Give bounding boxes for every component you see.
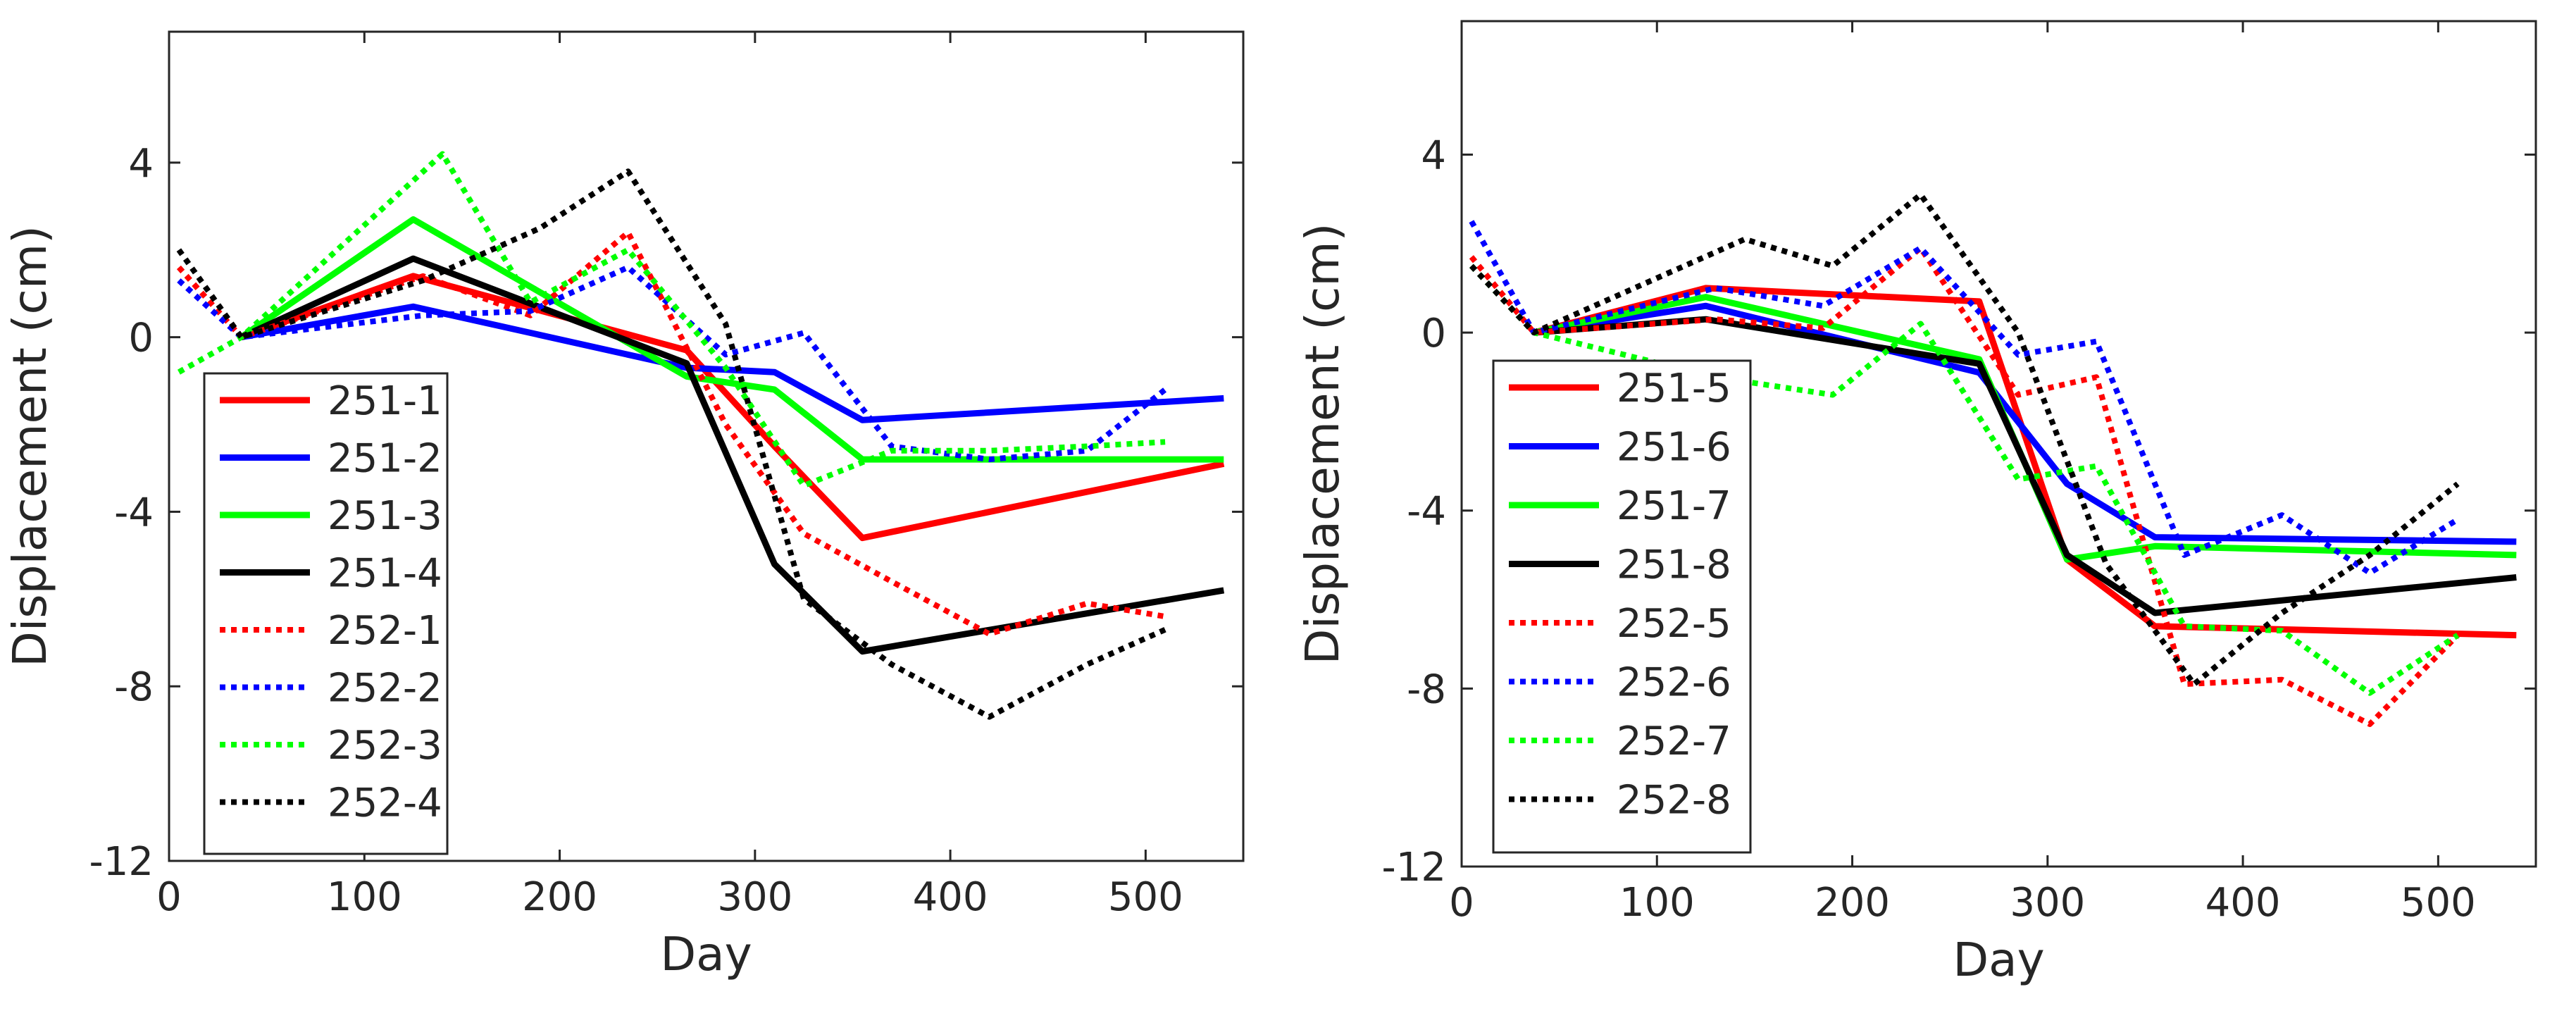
x-tick-label: 400 <box>913 874 988 920</box>
legend-label: 251-1 <box>328 378 442 424</box>
x-tick-label: 300 <box>2010 880 2085 926</box>
x-tick-label: 500 <box>2401 880 2476 926</box>
y-tick-label: 4 <box>128 141 154 187</box>
legend-label: 252-1 <box>328 608 442 654</box>
legend-label: 251-2 <box>328 436 442 482</box>
legend-label: 251-7 <box>1617 483 1731 529</box>
y-tick-label: 0 <box>128 316 154 361</box>
right-chart-panel: 0 100 200 300 400 500 -12 -8 -4 0 4 Day Displacement… <box>1295 20 2537 987</box>
y-tick-label: -8 <box>1407 666 1446 712</box>
y-tick-label: 4 <box>1421 132 1446 178</box>
legend-label: 251-6 <box>1617 425 1731 471</box>
y-axis-label: Displacement (cm) <box>1295 223 1350 665</box>
x-tick-label: 0 <box>156 874 182 920</box>
plot-area-frame <box>1460 20 2537 868</box>
series-line-252-4 <box>176 168 1166 720</box>
x-axis-label: Day <box>660 927 752 981</box>
left-chart-panel: 0 100 200 300 400 500 -12 -8 -4 0 4 Day Displacement… <box>3 30 1245 981</box>
y-tick-label: -4 <box>1407 489 1446 535</box>
y-tick-label: -8 <box>114 664 154 710</box>
y-tick-label: -12 <box>89 839 154 885</box>
x-axis-label: Day <box>1953 933 2044 987</box>
series-line-252-3 <box>177 151 1166 489</box>
legend-label: 252-4 <box>328 781 442 826</box>
y-axis-label: Displacement (cm) <box>3 225 57 667</box>
legend-label: 252-8 <box>1617 778 1731 824</box>
series-line-252-6 <box>1469 220 2460 576</box>
y-tick-label: 0 <box>1421 311 1446 356</box>
legend-label: 251-5 <box>1617 366 1731 411</box>
x-tick-label: 0 <box>1449 880 1474 926</box>
series-line-251-3 <box>239 216 1224 463</box>
y-tick-label: -12 <box>1382 845 1446 890</box>
x-tick-label: 100 <box>327 874 402 920</box>
series-line-251-1 <box>240 273 1225 542</box>
legend-box <box>1492 359 1752 854</box>
legend-label: 251-4 <box>328 551 442 597</box>
series-line-252-2 <box>177 264 1167 463</box>
plot-area-frame <box>168 30 1245 862</box>
legend-label: 252-2 <box>328 666 442 712</box>
x-tick-label: 400 <box>2205 880 2281 926</box>
x-tick-label: 100 <box>1619 880 1695 926</box>
y-tick-label: -4 <box>114 490 154 535</box>
legend-label: 252-5 <box>1617 601 1731 647</box>
x-tick-label: 500 <box>1108 874 1183 920</box>
legend-label: 252-7 <box>1617 719 1731 764</box>
series-line-251-6 <box>1533 302 2517 545</box>
legend-label: 252-3 <box>328 723 442 769</box>
series-line-251-4 <box>239 255 1225 655</box>
legend-label: 251-3 <box>328 493 442 539</box>
legend-box <box>203 372 449 855</box>
legend-label: 251-8 <box>1617 542 1731 588</box>
series-line-251-2 <box>240 303 1224 423</box>
x-tick-label: 300 <box>717 874 792 920</box>
series-line-252-8 <box>1469 192 2460 688</box>
x-tick-label: 200 <box>522 874 597 920</box>
legend-label: 252-6 <box>1617 660 1731 706</box>
x-tick-label: 200 <box>1815 880 1890 926</box>
series-line-252-5 <box>1469 245 2460 727</box>
